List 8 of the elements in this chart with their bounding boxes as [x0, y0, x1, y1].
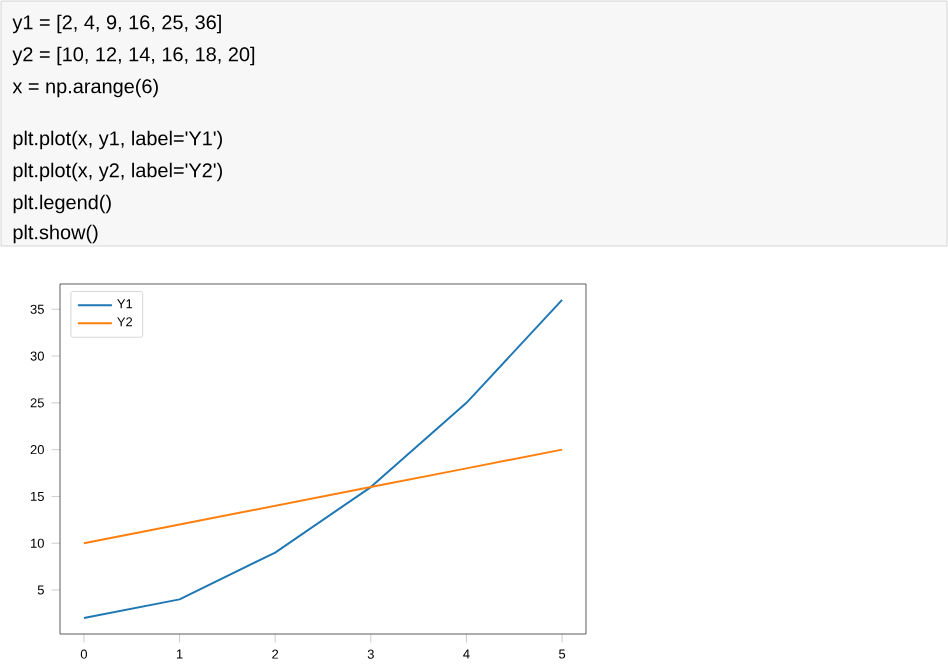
line-series: [82, 298, 564, 620]
text: plt.plot(x, y1, label='Y1'): [13, 130, 222, 150]
text: plt.show(): [13, 224, 98, 244]
text: plt.plot(x, y2, label='Y2'): [13, 162, 222, 182]
text: x = np.arange(6): [12, 78, 158, 98]
text: plt.legend(): [13, 194, 111, 214]
text: y2 = [10, 12, 14, 16, 18, 20]: [12, 46, 255, 66]
text: y1 = [2, 4, 9, 16, 25, 36]: [12, 14, 221, 34]
